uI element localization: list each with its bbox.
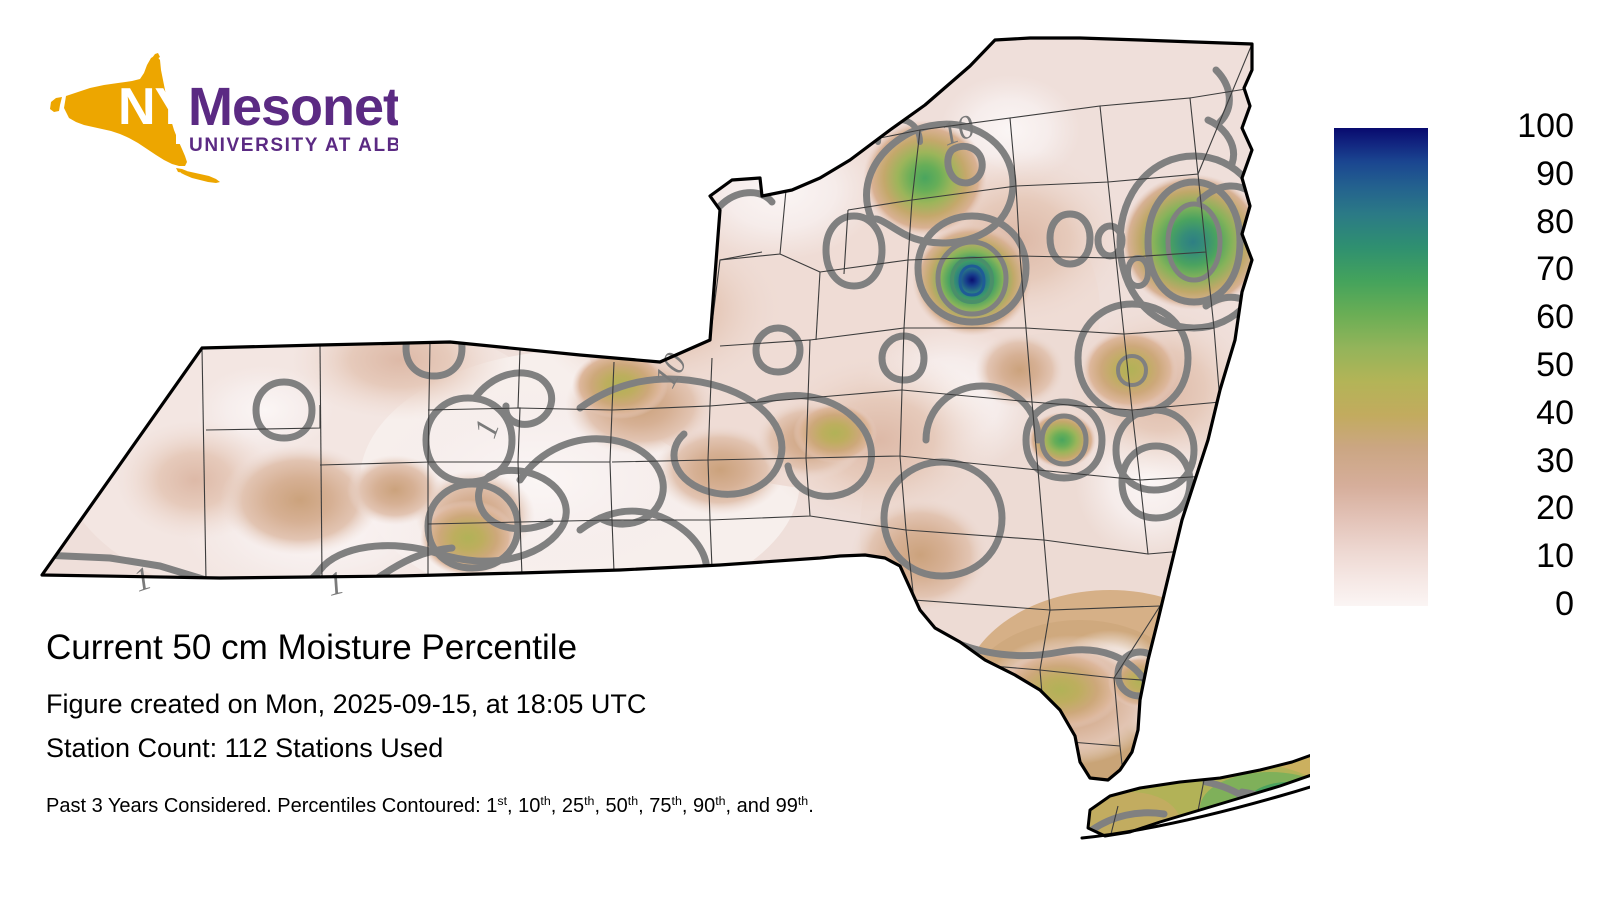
long-island-south-shore (1080, 785, 1310, 840)
figure-title: Current 50 cm Moisture Percentile (46, 628, 578, 667)
colorbar-tick-0: 0 (1555, 585, 1574, 623)
figure-footnote: Past 3 Years Considered. Percentiles Con… (46, 788, 1046, 819)
figure-created-timestamp: Figure created on Mon, 2025-09-15, at 18… (46, 689, 647, 719)
colorbar-tick-20: 20 (1536, 489, 1574, 528)
colorbar: 100 90 80 70 60 50 40 30 20 10 0 (1334, 109, 1574, 621)
colorbar-tick-100: 100 (1517, 107, 1574, 145)
logo-nys-text: NYS (118, 78, 222, 136)
colorbar-tick-10: 10 (1536, 537, 1574, 576)
logo-divider (176, 74, 181, 144)
colorbar-tick-90: 90 (1536, 154, 1574, 193)
colorbar-tick-60: 60 (1536, 298, 1574, 337)
station-count-label: Station Count: 112 Stations Used (46, 733, 444, 763)
colorbar-tick-80: 80 (1536, 202, 1574, 241)
caption-block: Current 50 cm Moisture Percentile Figure… (46, 626, 1046, 819)
logo-state-shape-icon (50, 53, 220, 183)
nys-mesonet-logo: NYS Mesonet UNIVERSITY AT ALBANY (48, 52, 398, 192)
logo-mesonet-text: Mesonet (188, 77, 398, 137)
colorbar-tick-30: 30 (1536, 441, 1574, 480)
state-outline-mainland (40, 36, 1254, 782)
colorbar-tick-40: 40 (1536, 393, 1574, 432)
state-map-svg: 10 10 1 1 1 (40, 36, 1310, 840)
colorbar-tick-70: 70 (1536, 250, 1574, 289)
map-panel: 10 10 1 1 1 (20, 10, 1310, 890)
state-outline-long-island (1086, 753, 1310, 838)
logo-svg: NYS Mesonet UNIVERSITY AT ALBANY (50, 53, 398, 183)
logo-subtitle-text: UNIVERSITY AT ALBANY (189, 135, 398, 156)
footnote-values: 1st, 10th, 25th, 50th, 75th, 90th, and 9… (486, 794, 814, 817)
footnote-prefix: Past 3 Years Considered. Percentiles Con… (46, 794, 487, 817)
colorbar-tick-50: 50 (1536, 346, 1574, 384)
colorbar-gradient (1334, 128, 1428, 606)
